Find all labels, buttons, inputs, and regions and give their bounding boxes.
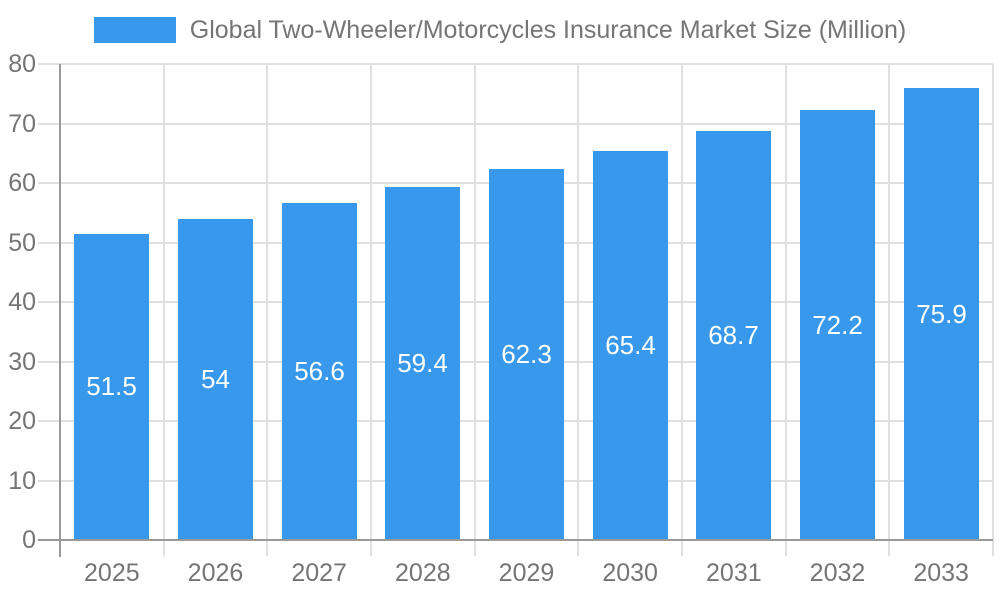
- legend-swatch: [93, 17, 176, 43]
- bar-value-label: 59.4: [397, 347, 448, 378]
- x-axis-label: 2032: [809, 559, 866, 587]
- legend: Global Two-Wheeler/Motorcycles Insurance…: [0, 15, 1000, 44]
- bar: 72.2: [800, 110, 875, 540]
- x-gridline: [992, 64, 994, 540]
- x-gridline: [266, 64, 269, 540]
- y-axis-label: 50: [8, 228, 36, 257]
- x-tick: [577, 540, 580, 556]
- x-tick: [992, 540, 994, 556]
- x-axis-label: 2027: [291, 559, 347, 587]
- y-gridline: [60, 63, 993, 65]
- x-gridline: [681, 64, 683, 540]
- x-axis-label: 2029: [498, 559, 555, 587]
- bar-value-label: 65.4: [605, 329, 656, 360]
- bar: 68.7: [696, 131, 771, 540]
- x-tick: [162, 540, 165, 556]
- y-axis-label: 60: [8, 169, 36, 197]
- y-axis-label: 80: [8, 50, 36, 78]
- x-axis-label: 2025: [84, 559, 140, 587]
- y-tick: [38, 301, 60, 303]
- y-tick: [38, 420, 60, 422]
- y-tick: [38, 360, 60, 363]
- legend-label: Global Two-Wheeler/Motorcycles Insurance…: [189, 15, 907, 44]
- y-tick: [38, 122, 60, 125]
- bar: 59.4: [385, 186, 460, 540]
- y-axis-label: 10: [8, 466, 36, 495]
- x-gridline: [888, 64, 891, 540]
- x-axis-label: 2031: [706, 559, 762, 587]
- x-axis-label: 2028: [395, 559, 451, 587]
- x-tick: [266, 540, 269, 556]
- bar-value-label: 54: [201, 363, 230, 394]
- x-tick: [784, 540, 787, 556]
- bar-value-label: 75.9: [916, 298, 967, 329]
- bar: 54: [178, 218, 253, 540]
- bar: 56.6: [282, 203, 357, 540]
- x-axis-label: 2030: [602, 559, 658, 587]
- y-axis-line: [59, 64, 61, 557]
- x-tick: [370, 540, 372, 556]
- y-axis-label: 0: [22, 526, 36, 554]
- bar: 51.5: [74, 233, 149, 540]
- y-axis-label: 70: [8, 109, 36, 138]
- x-gridline: [473, 64, 476, 540]
- x-axis-label: 2033: [913, 559, 969, 587]
- x-gridline: [162, 64, 165, 540]
- y-tick: [38, 241, 60, 244]
- y-tick: [38, 479, 60, 482]
- x-gridline: [784, 64, 787, 540]
- y-axis-label: 20: [8, 407, 36, 435]
- x-gridline: [370, 64, 372, 540]
- bar-value-label: 68.7: [708, 320, 759, 351]
- bar: 62.3: [489, 169, 564, 540]
- bar: 65.4: [593, 150, 668, 540]
- y-axis-label: 30: [8, 347, 36, 376]
- bar-value-label: 51.5: [86, 371, 137, 402]
- x-gridline: [577, 64, 580, 540]
- y-tick: [38, 63, 60, 65]
- bar-value-label: 72.2: [812, 309, 863, 340]
- x-axis-label: 2026: [187, 559, 244, 587]
- x-tick: [473, 540, 476, 556]
- bar: 75.9: [904, 88, 979, 540]
- y-axis-label: 40: [8, 288, 36, 316]
- bar-value-label: 56.6: [294, 356, 345, 387]
- y-gridline: [60, 122, 993, 125]
- x-tick: [888, 540, 891, 556]
- x-tick: [681, 540, 683, 556]
- y-tick: [38, 182, 60, 184]
- y-tick: [38, 539, 60, 541]
- bar-value-label: 62.3: [501, 339, 552, 370]
- x-axis-line: [60, 539, 993, 541]
